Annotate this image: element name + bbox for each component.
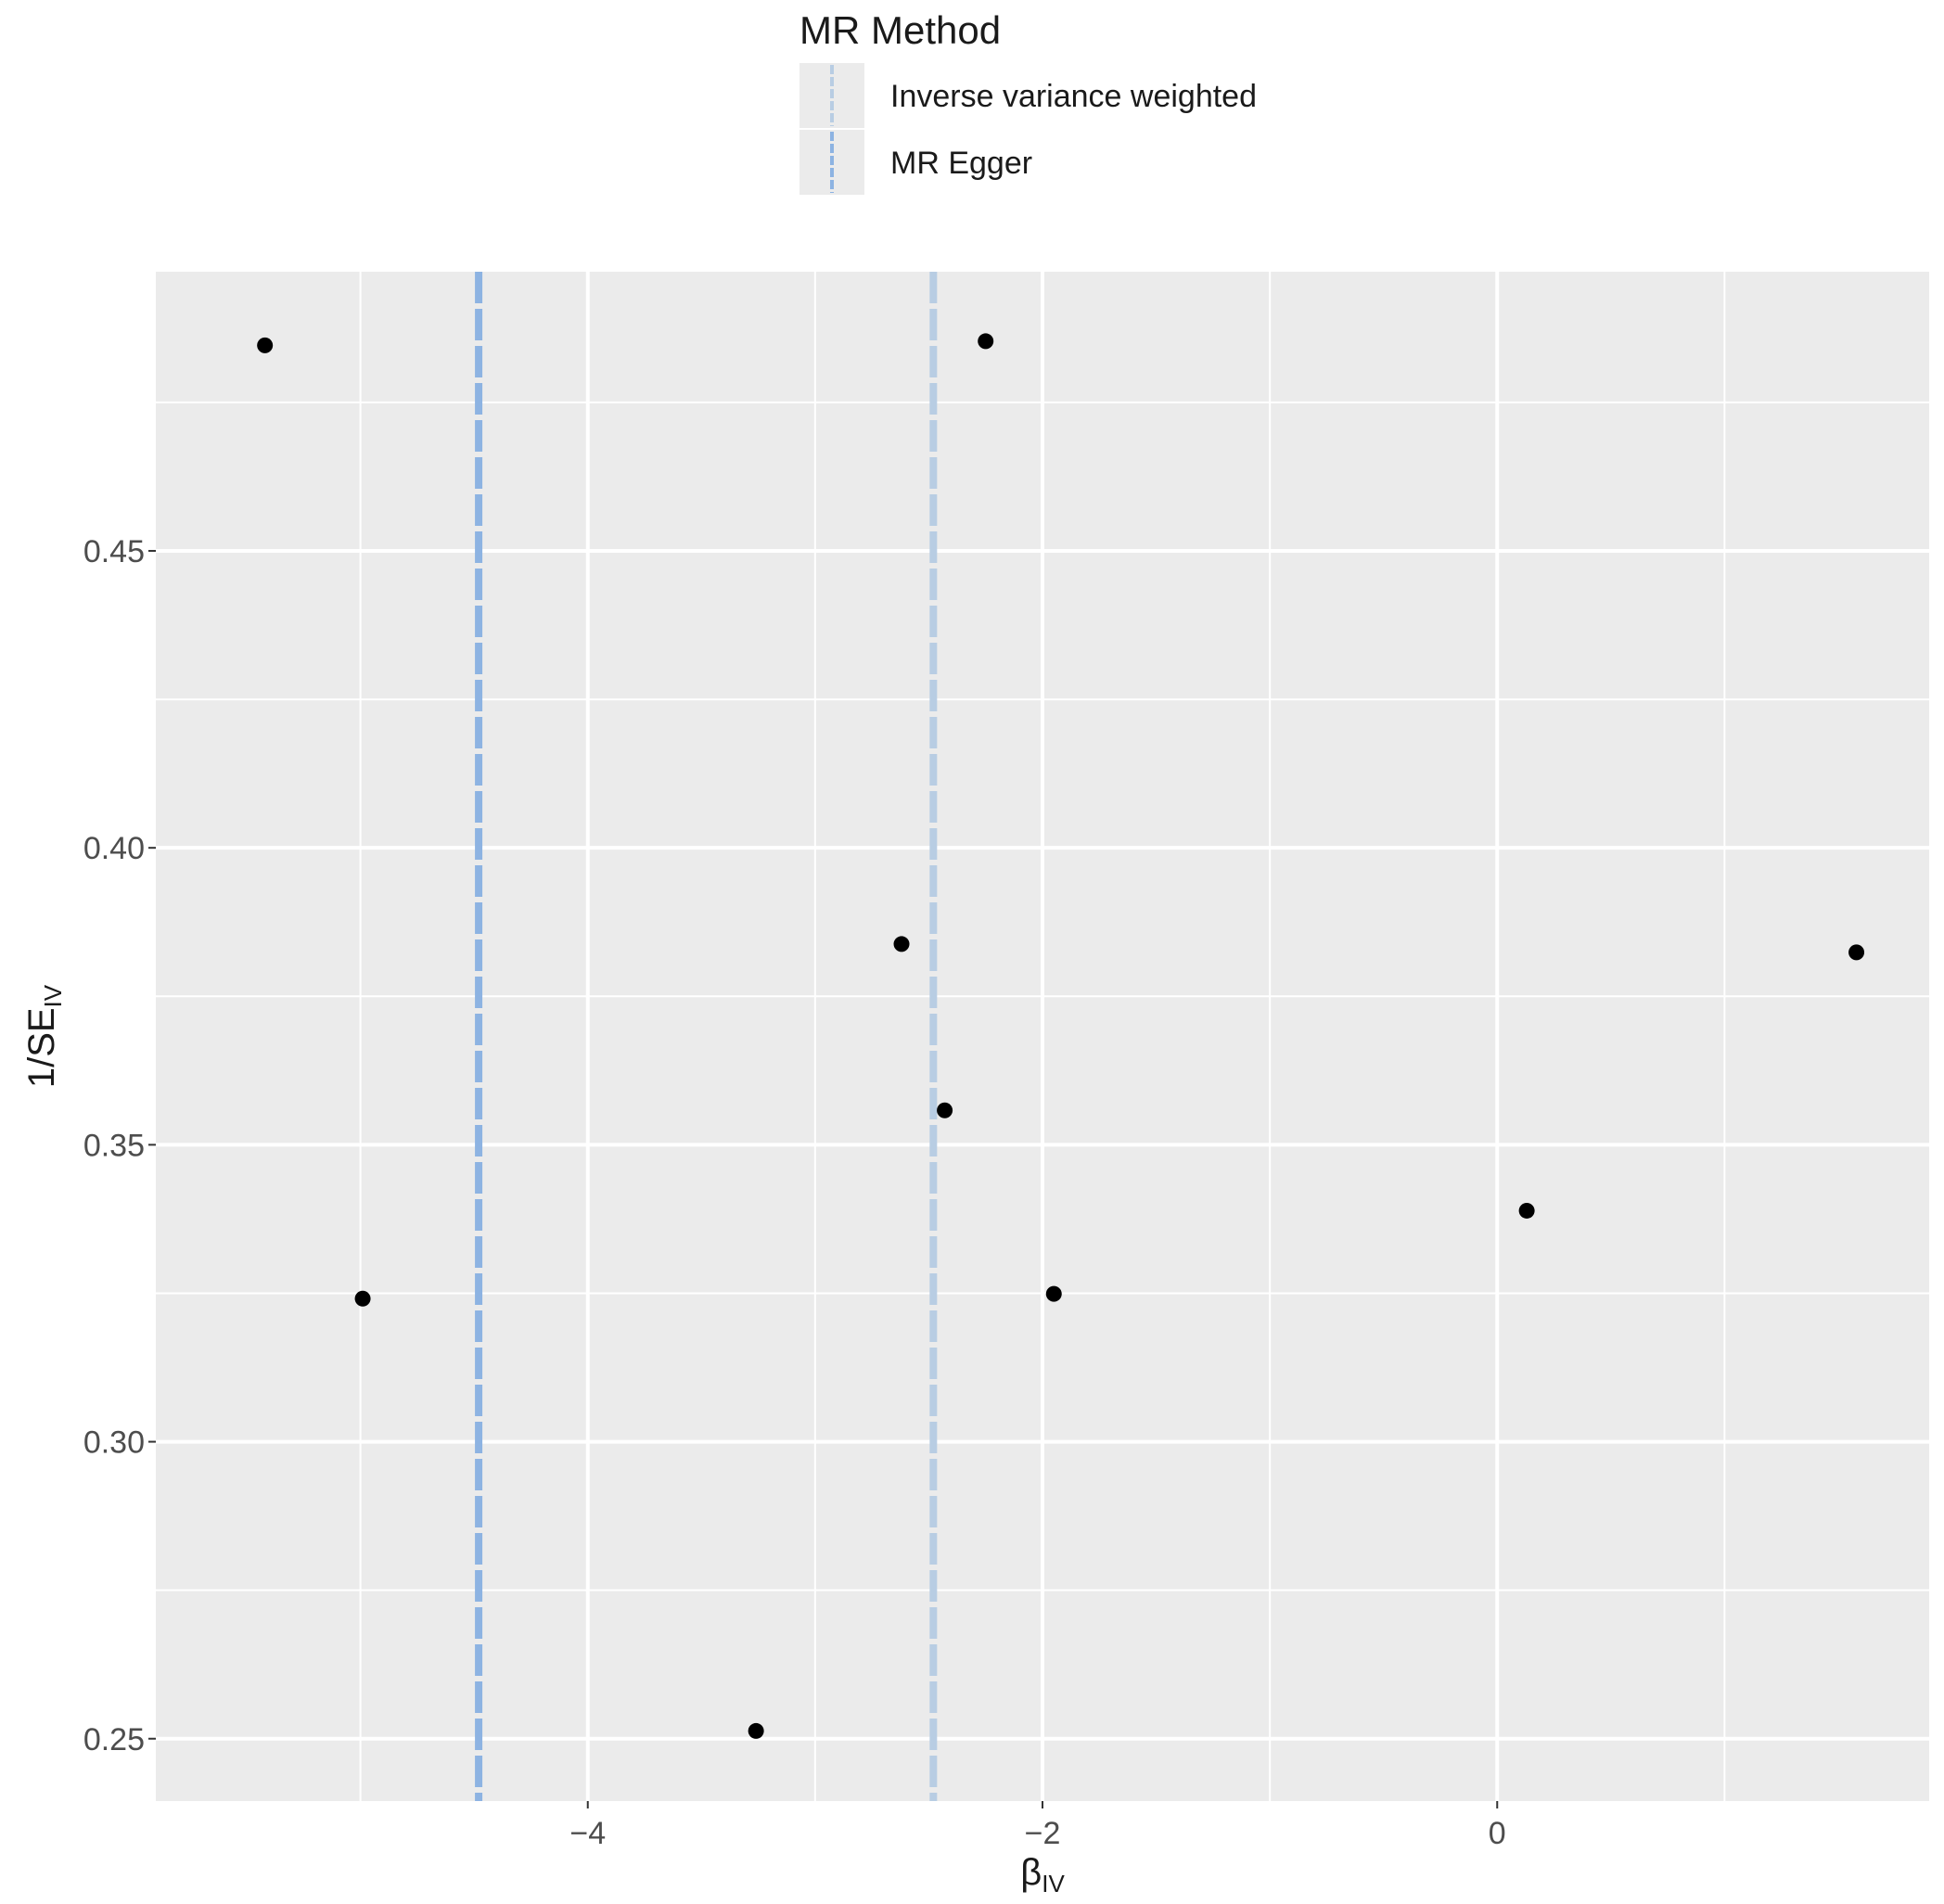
data-points <box>257 333 1865 1739</box>
y-tick-label: 0.35 <box>83 1128 145 1163</box>
y-axis-title-subscript: IV <box>39 984 67 1007</box>
legend: MR Method Inverse variance weighted MR Eg… <box>799 8 1257 195</box>
legend-title: MR Method <box>799 8 1001 52</box>
x-axis-ticks: −4 −2 0 <box>569 1801 1506 1851</box>
y-axis-title: 1/SEIV <box>21 984 67 1088</box>
x-tick-label: 0 <box>1489 1816 1506 1851</box>
y-axis-title-main: 1/SE <box>21 1007 62 1088</box>
data-point <box>1045 1285 1062 1302</box>
y-axis-ticks: 0.25 0.30 0.35 0.40 0.45 <box>83 534 156 1757</box>
x-axis-title: βIV <box>1020 1852 1065 1898</box>
data-point <box>978 333 994 350</box>
x-tick-label: −2 <box>1025 1816 1061 1851</box>
y-tick-label: 0.30 <box>83 1425 145 1461</box>
x-axis-title-main: β <box>1020 1852 1042 1893</box>
data-point <box>893 936 910 952</box>
major-gridlines <box>156 272 1929 1801</box>
data-point <box>257 337 274 353</box>
y-tick-label: 0.45 <box>83 534 145 569</box>
data-point <box>1518 1202 1535 1219</box>
data-point <box>748 1722 764 1739</box>
legend-label-mr-egger: MR Egger <box>890 146 1032 181</box>
x-tick-label: −4 <box>569 1816 606 1851</box>
data-point <box>937 1102 953 1118</box>
y-tick-label: 0.25 <box>83 1722 145 1757</box>
data-point <box>1848 944 1865 961</box>
legend-label-inverse-variance-weighted: Inverse variance weighted <box>890 79 1257 114</box>
x-axis-title-subscript: IV <box>1042 1870 1065 1898</box>
y-tick-label: 0.40 <box>83 831 145 866</box>
reference-lines <box>475 272 938 1801</box>
data-point <box>354 1290 371 1307</box>
